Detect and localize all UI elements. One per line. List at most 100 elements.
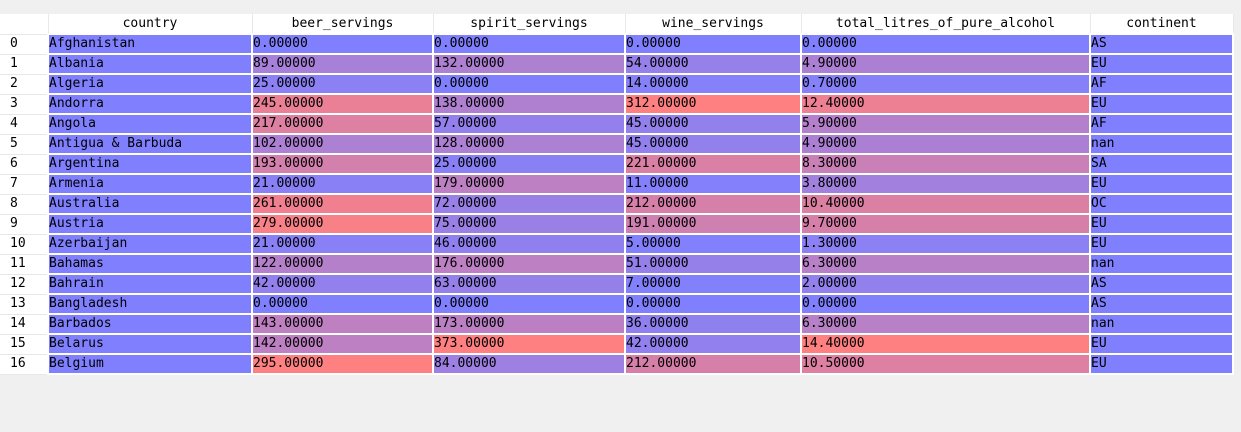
row-index: 16 [0,354,49,375]
cell-spirit_servings: 57.00000 [432,113,626,135]
column-header-continent: continent [1089,14,1234,35]
row-index: 0 [0,34,49,55]
cell-total_litres_of_pure_alcohol: 12.40000 [800,93,1091,115]
cell-country: Argentina [47,153,253,175]
cell-beer_servings: 122.00000 [251,253,434,275]
cell-beer_servings: 0.00000 [251,33,434,55]
dataframe-table: country beer_servings spirit_servings wine_… [0,14,1234,375]
cell-wine_servings: 45.00000 [624,133,802,155]
row-index: 9 [0,214,49,235]
table-row: 7 Armenia 21.00000 179.00000 11.00000 3.80000… [0,173,1234,195]
cell-beer_servings: 21.00000 [251,173,434,195]
cell-continent: AS [1089,293,1234,315]
row-index: 5 [0,134,49,155]
cell-continent: EU [1089,173,1234,195]
cell-continent: EU [1089,93,1234,115]
row-index: 10 [0,234,49,255]
row-index: 2 [0,74,49,95]
row-index: 4 [0,114,49,135]
cell-beer_servings: 193.00000 [251,153,434,175]
cell-total_litres_of_pure_alcohol: 3.80000 [800,173,1091,195]
cell-spirit_servings: 0.00000 [432,73,626,95]
cell-country: Austria [47,213,253,235]
cell-country: Azerbaijan [47,233,253,255]
cell-spirit_servings: 0.00000 [432,33,626,55]
cell-continent: EU [1089,353,1234,375]
cell-wine_servings: 0.00000 [624,33,802,55]
cell-total_litres_of_pure_alcohol: 10.40000 [800,193,1091,215]
table-row: 16 Belgium 295.00000 84.00000 212.00000 10.50… [0,353,1234,375]
cell-total_litres_of_pure_alcohol: 0.70000 [800,73,1091,95]
row-index: 11 [0,254,49,275]
cell-total_litres_of_pure_alcohol: 1.30000 [800,233,1091,255]
cell-beer_servings: 295.00000 [251,353,434,375]
row-index: 3 [0,94,49,115]
cell-wine_servings: 312.00000 [624,93,802,115]
column-header-total_litres_of_pure_alcohol: total_litres_of_pure_alcohol [800,14,1091,35]
cell-total_litres_of_pure_alcohol: 14.40000 [800,333,1091,355]
table-row: 0 Afghanistan 0.00000 0.00000 0.00000 0.00000… [0,33,1234,55]
cell-beer_servings: 142.00000 [251,333,434,355]
cell-wine_servings: 45.00000 [624,113,802,135]
table-row: 13 Bangladesh 0.00000 0.00000 0.00000 0.00000… [0,293,1234,315]
cell-continent: AF [1089,73,1234,95]
cell-continent: nan [1089,313,1234,335]
cell-beer_servings: 25.00000 [251,73,434,95]
cell-total_litres_of_pure_alcohol: 6.30000 [800,313,1091,335]
cell-total_litres_of_pure_alcohol: 0.00000 [800,293,1091,315]
cell-continent: OC [1089,193,1234,215]
table-row: 10 Azerbaijan 21.00000 46.00000 5.00000 1.300… [0,233,1234,255]
dataframe-body: 0 Afghanistan 0.00000 0.00000 0.00000 0.00000… [0,33,1234,375]
cell-wine_servings: 7.00000 [624,273,802,295]
cell-wine_servings: 0.00000 [624,293,802,315]
row-index: 15 [0,334,49,355]
cell-continent: nan [1089,133,1234,155]
cell-continent: EU [1089,213,1234,235]
cell-beer_servings: 89.00000 [251,53,434,75]
row-index: 1 [0,54,49,75]
cell-continent: EU [1089,53,1234,75]
cell-continent: AF [1089,113,1234,135]
cell-spirit_servings: 132.00000 [432,53,626,75]
cell-country: Bahamas [47,253,253,275]
table-row: 11 Bahamas 122.00000 176.00000 51.00000 6.300… [0,253,1234,275]
cell-total_litres_of_pure_alcohol: 5.90000 [800,113,1091,135]
header-row: country beer_servings spirit_servings wine_… [0,14,1234,35]
cell-beer_servings: 279.00000 [251,213,434,235]
cell-country: Bangladesh [47,293,253,315]
cell-country: Armenia [47,173,253,195]
cell-wine_servings: 212.00000 [624,193,802,215]
cell-wine_servings: 5.00000 [624,233,802,255]
table-row: 9 Austria 279.00000 75.00000 191.00000 9.7000… [0,213,1234,235]
cell-continent: AS [1089,33,1234,55]
cell-spirit_servings: 179.00000 [432,173,626,195]
column-header-wine_servings: wine_servings [624,14,802,35]
dataframe-header: country beer_servings spirit_servings wine_… [0,14,1234,35]
cell-spirit_servings: 173.00000 [432,313,626,335]
cell-country: Andorra [47,93,253,115]
cell-continent: AS [1089,273,1234,295]
notebook-output-area: country beer_servings spirit_servings wine_… [0,14,1234,375]
cell-spirit_servings: 138.00000 [432,93,626,115]
cell-spirit_servings: 46.00000 [432,233,626,255]
cell-wine_servings: 54.00000 [624,53,802,75]
cell-spirit_servings: 84.00000 [432,353,626,375]
row-index: 14 [0,314,49,335]
column-header-beer_servings: beer_servings [251,14,434,35]
cell-spirit_servings: 72.00000 [432,193,626,215]
cell-beer_servings: 217.00000 [251,113,434,135]
cell-continent: nan [1089,253,1234,275]
cell-total_litres_of_pure_alcohol: 2.00000 [800,273,1091,295]
cell-country: Afghanistan [47,33,253,55]
cell-spirit_servings: 63.00000 [432,273,626,295]
column-header-country: country [47,14,253,35]
table-row: 15 Belarus 142.00000 373.00000 42.00000 14.40… [0,333,1234,355]
cell-wine_servings: 51.00000 [624,253,802,275]
cell-wine_servings: 36.00000 [624,313,802,335]
table-row: 3 Andorra 245.00000 138.00000 312.00000 12.40… [0,93,1234,115]
cell-country: Algeria [47,73,253,95]
row-index: 13 [0,294,49,315]
cell-spirit_servings: 128.00000 [432,133,626,155]
table-row: 12 Bahrain 42.00000 63.00000 7.00000 2.00000 A… [0,273,1234,295]
cell-spirit_servings: 25.00000 [432,153,626,175]
